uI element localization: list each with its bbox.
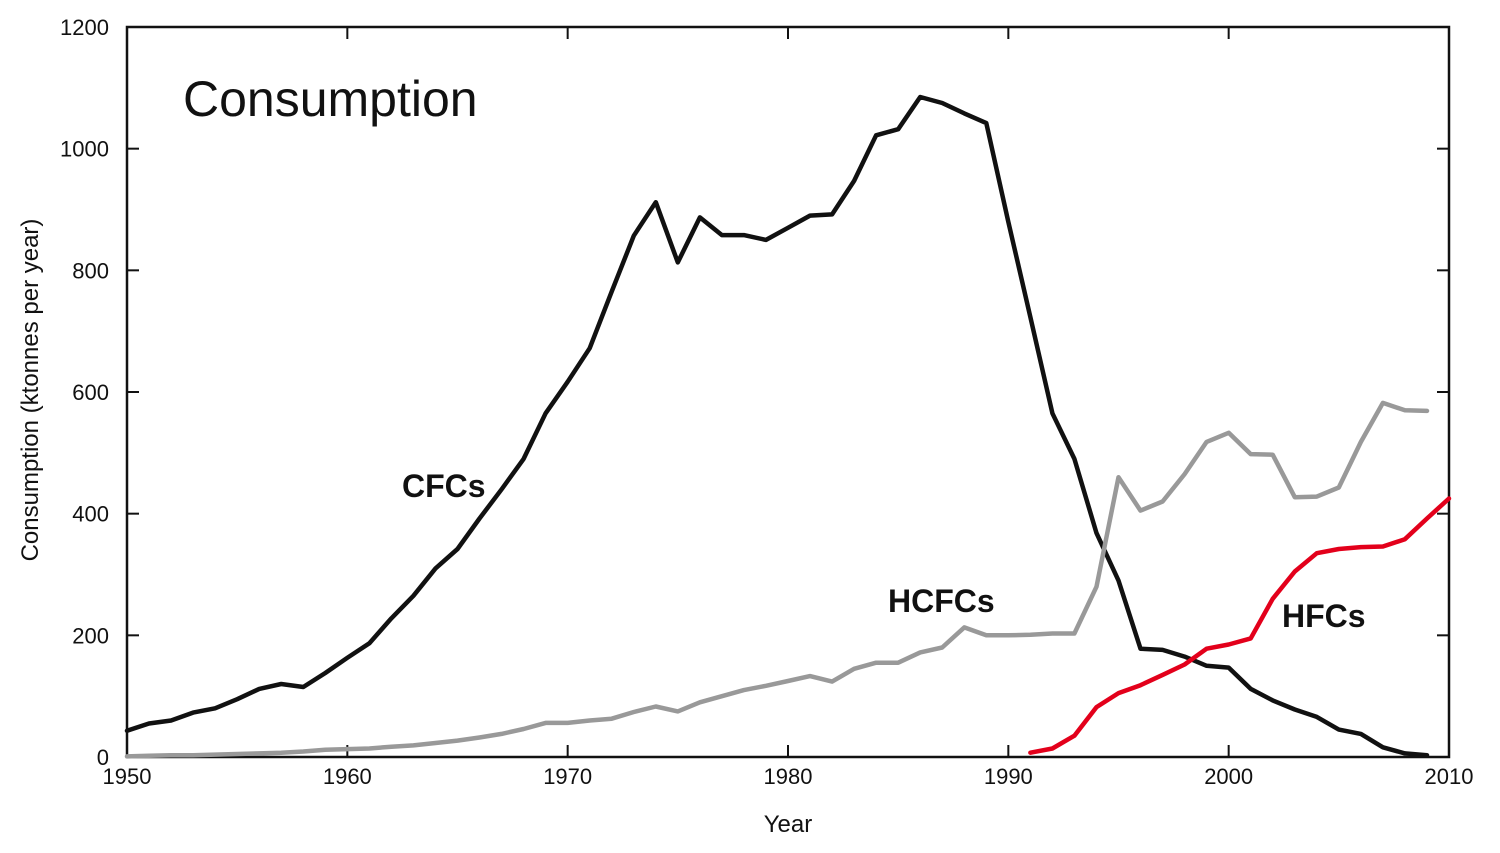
chart-title: Consumption [183,71,478,127]
y-tick-label: 400 [72,502,109,527]
axis-tick-labels: 1950 1960 1970 1980 1990 2000 2010 0 200 400 600 80… [60,15,1473,789]
y-tick-label: 0 [97,745,109,770]
series-label-cfcs: CFCs [402,468,486,504]
x-tick-label: 1970 [543,764,592,789]
y-tick-label: 200 [72,623,109,648]
x-tick-label: 2010 [1425,764,1474,789]
x-axis-label: Year [764,811,813,838]
y-tick-label: 800 [72,258,109,283]
series-label-hfcs: HFCs [1282,598,1366,634]
x-tick-label: 1960 [323,764,372,789]
x-tick-label: 1990 [984,764,1033,789]
plot-frame [125,25,1451,759]
y-axis-label: Consumption (ktonnes per year) [17,219,44,562]
x-tick-label: 1980 [764,764,813,789]
series-line-cfcs [124,94,1430,758]
x-tick-label: 1950 [103,764,152,789]
x-tick-label: 2000 [1204,764,1253,789]
y-tick-label: 600 [72,380,109,405]
series-line-hfcs [1028,496,1452,755]
y-tick-label: 1200 [60,15,109,40]
axis-ticks [126,26,1450,758]
series-line-hcfcs [124,400,1430,759]
series-label-hcfcs: HCFCs [888,583,995,619]
y-tick-label: 1000 [60,137,109,162]
series-lines [124,94,1452,759]
